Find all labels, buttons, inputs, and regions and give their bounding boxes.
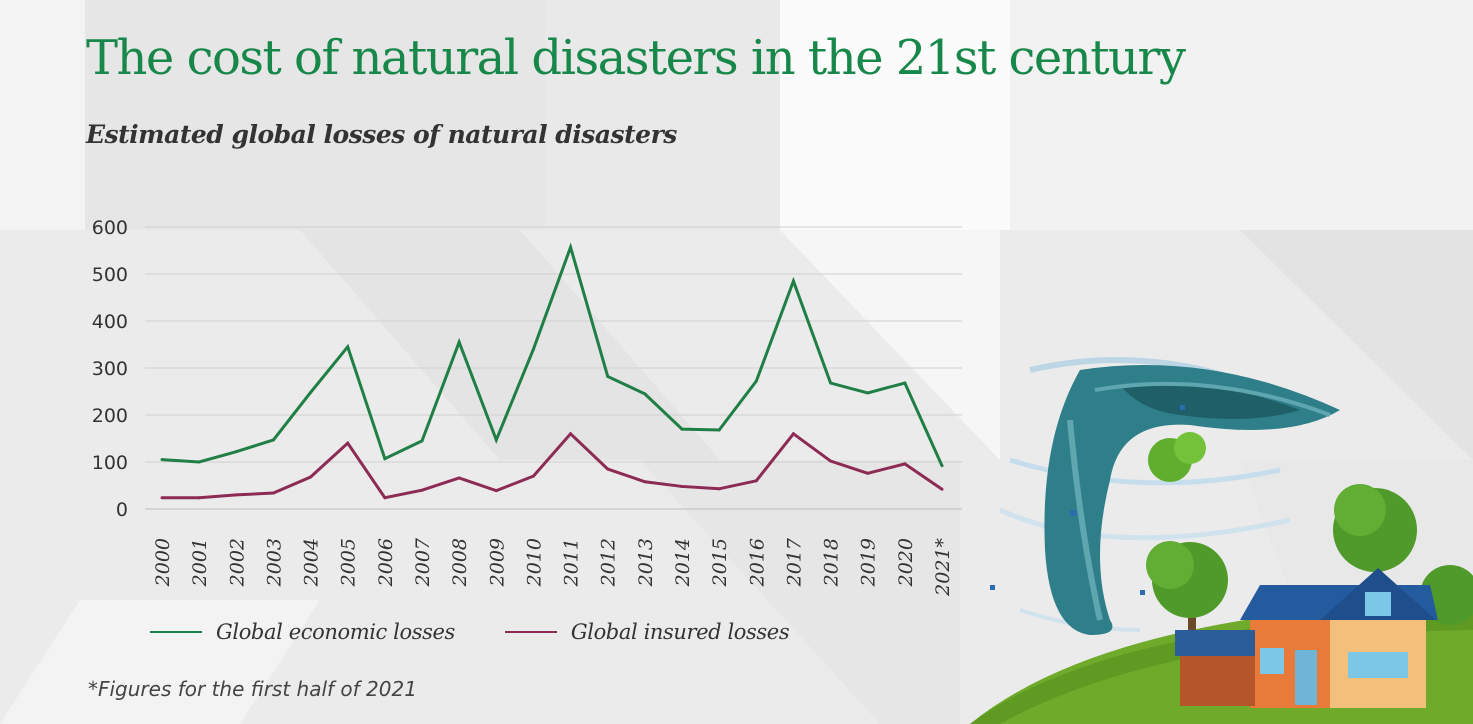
data-point <box>680 427 684 431</box>
x-tick-label: 2005 <box>338 538 360 587</box>
x-tick-label: 2003 <box>263 538 285 587</box>
data-point <box>271 438 275 442</box>
data-point <box>420 488 424 492</box>
data-point <box>791 432 795 436</box>
x-tick-label: 2000 <box>152 538 174 587</box>
page-subtitle: Estimated global losses of natural disas… <box>86 120 677 149</box>
chart-legend: Global economic losses Global insured lo… <box>150 620 839 644</box>
data-point <box>717 487 721 491</box>
data-point <box>457 476 461 480</box>
x-tick-label: 2012 <box>598 538 620 587</box>
data-point <box>940 487 944 491</box>
data-point <box>829 381 833 385</box>
footnote: *Figures for the first half of 2021 <box>88 677 417 701</box>
data-point <box>160 458 164 462</box>
x-tick-label: 2021* <box>932 538 954 597</box>
legend-swatch-insured <box>504 631 557 633</box>
data-point <box>829 459 833 463</box>
data-point <box>754 379 758 383</box>
line-chart: 0 100 200 300 400 500 600 2000 2001 2002 2003 2004 2… <box>92 217 962 597</box>
data-point <box>903 462 907 466</box>
data-point <box>643 480 647 484</box>
data-point <box>346 441 350 445</box>
data-point <box>754 479 758 483</box>
x-tick-label: 2015 <box>709 538 731 587</box>
y-tick-label: 0 <box>116 499 128 521</box>
data-point <box>420 439 424 443</box>
x-tick-label: 2018 <box>821 538 843 587</box>
x-tick-label: 2008 <box>449 538 471 587</box>
data-point <box>383 496 387 500</box>
y-tick-label: 400 <box>92 311 128 333</box>
data-point <box>866 471 870 475</box>
data-point <box>160 496 164 500</box>
x-tick-label: 2002 <box>226 538 248 587</box>
tornado-house-illustration <box>970 357 1473 724</box>
y-tick-label: 600 <box>92 217 128 239</box>
data-point <box>531 474 535 478</box>
data-point <box>234 450 238 454</box>
data-point <box>309 390 313 394</box>
y-tick-label: 200 <box>92 405 128 427</box>
data-point <box>569 245 573 249</box>
series-line-insured <box>162 431 943 500</box>
data-point <box>606 374 610 378</box>
data-point <box>271 491 275 495</box>
x-tick-label: 2020 <box>895 538 917 587</box>
data-point <box>866 391 870 395</box>
x-tick-label: 2011 <box>561 538 583 587</box>
data-point <box>457 340 461 344</box>
data-point <box>383 457 387 461</box>
x-tick-label: 2013 <box>635 538 657 587</box>
y-tick-label: 300 <box>92 358 128 380</box>
data-point <box>197 460 201 464</box>
data-point <box>494 438 498 442</box>
series-line-economic <box>161 242 944 467</box>
data-point <box>234 493 238 497</box>
x-tick-label: 2004 <box>301 538 323 587</box>
data-point <box>531 347 535 351</box>
legend-swatch-economic <box>150 631 202 633</box>
data-point <box>346 345 350 349</box>
x-tick-label: 2019 <box>858 538 880 587</box>
data-point <box>680 484 684 488</box>
data-point <box>791 279 795 283</box>
legend-item-insured: Global insured losses <box>504 620 790 644</box>
data-point <box>309 475 313 479</box>
data-point <box>569 432 573 436</box>
data-point <box>643 392 647 396</box>
legend-label-insured: Global insured losses <box>570 620 790 644</box>
x-tick-label: 2006 <box>375 538 397 587</box>
data-point <box>903 381 907 385</box>
data-point <box>494 489 498 493</box>
x-tick-label: 2001 <box>189 538 211 587</box>
page-title: The cost of natural disasters in the 21s… <box>86 30 1186 86</box>
data-point <box>940 464 944 468</box>
data-point <box>717 428 721 432</box>
x-tick-label: 2017 <box>783 537 805 587</box>
legend-label-economic: Global economic losses <box>216 620 455 644</box>
x-tick-label: 2009 <box>486 538 508 587</box>
x-tick-label: 2010 <box>523 538 545 587</box>
x-tick-label: 2016 <box>746 538 768 587</box>
y-tick-label: 500 <box>92 264 128 286</box>
data-point <box>606 467 610 471</box>
x-tick-label: 2014 <box>672 538 694 587</box>
legend-item-economic: Global economic losses <box>150 620 455 644</box>
x-tick-label: 2007 <box>412 537 434 587</box>
data-point <box>197 496 201 500</box>
y-tick-label: 100 <box>92 452 128 474</box>
